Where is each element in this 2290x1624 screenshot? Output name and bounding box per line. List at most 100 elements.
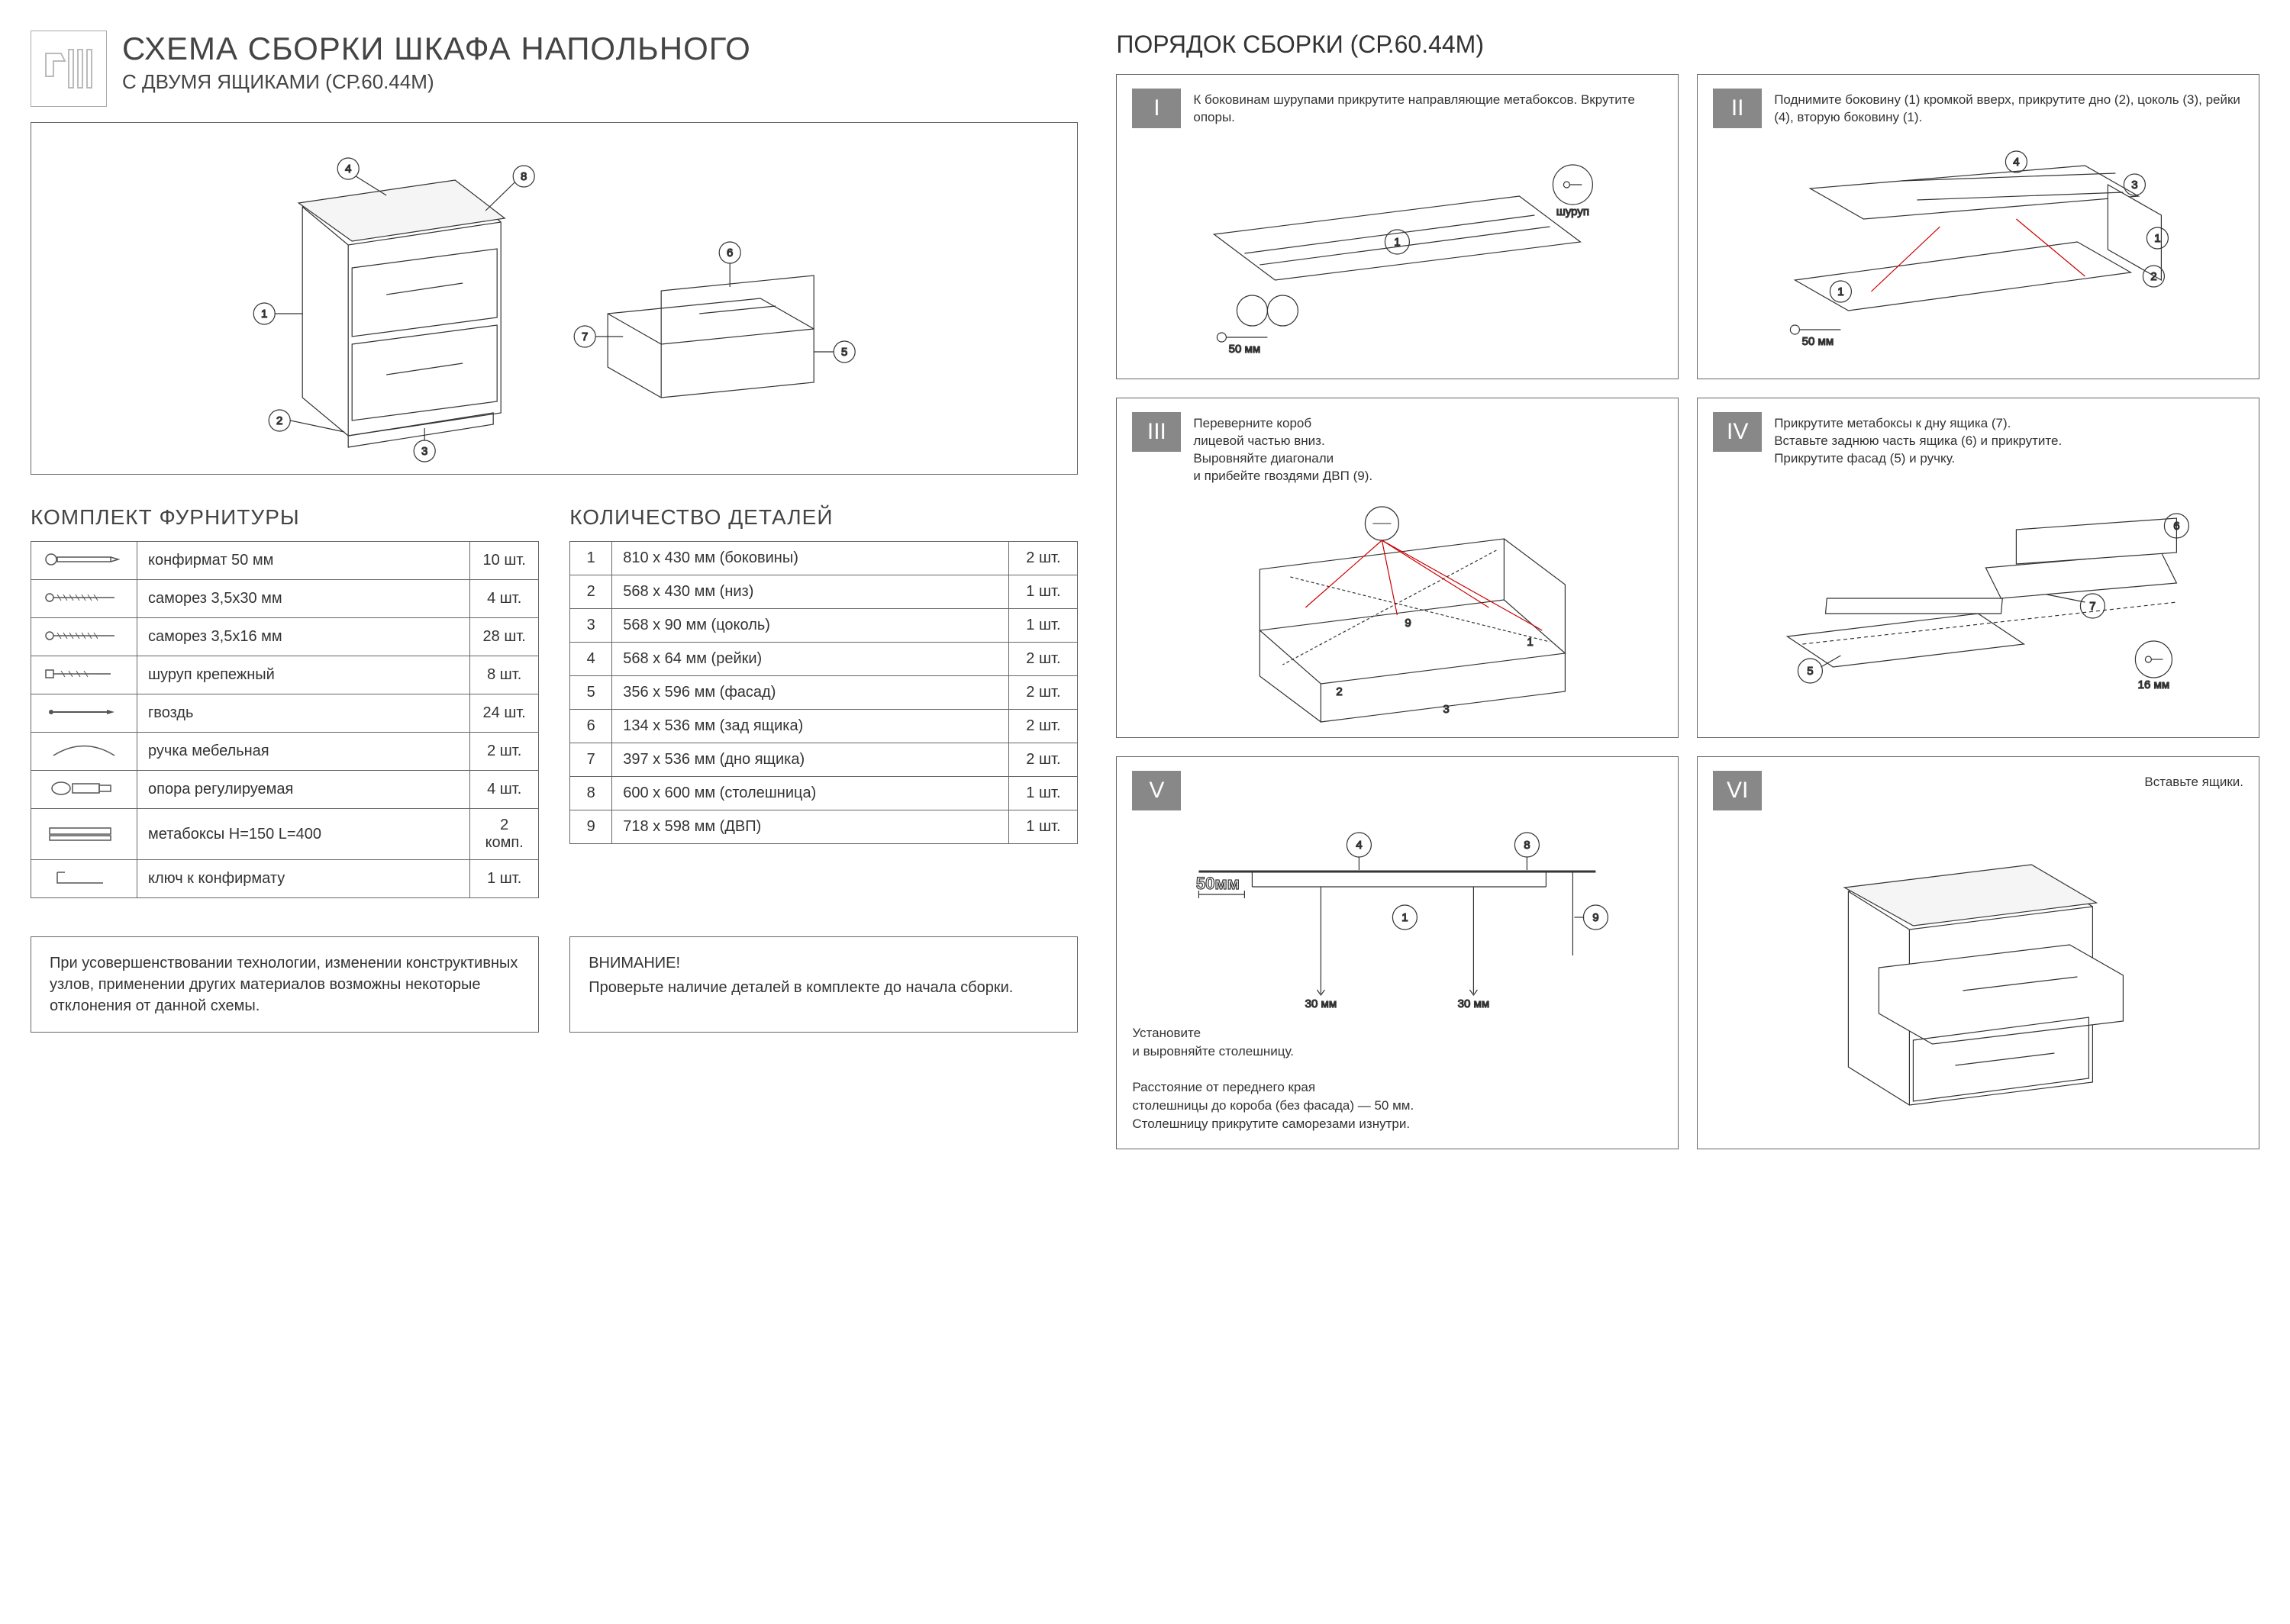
part-qty: 2 шт. xyxy=(1009,710,1078,743)
step-box: IIIПереверните короб лицевой частью вниз… xyxy=(1116,398,1679,738)
step-number: VI xyxy=(1713,771,1762,810)
svg-text:8: 8 xyxy=(1524,839,1530,852)
step-box: IIПоднимите боковину (1) кромкой вверх, … xyxy=(1697,74,2259,379)
hardware-row: ручка мебельная2 шт. xyxy=(31,733,539,771)
svg-text:5: 5 xyxy=(1807,665,1813,678)
step-text: Прикрутите метабоксы к дну ящика (7). Вс… xyxy=(1774,412,2062,468)
svg-text:5: 5 xyxy=(841,346,847,359)
hardware-icon xyxy=(31,694,137,733)
step-number: IV xyxy=(1713,412,1762,452)
hardware-row: гвоздь24 шт. xyxy=(31,694,539,733)
svg-text:6: 6 xyxy=(2173,520,2179,533)
part-qty: 2 шт. xyxy=(1009,676,1078,710)
svg-text:шуруп: шуруп xyxy=(1556,205,1589,218)
part-qty: 2 шт. xyxy=(1009,542,1078,575)
svg-text:30 мм: 30 мм xyxy=(1458,997,1489,1010)
hardware-name: саморез 3,5х16 мм xyxy=(137,618,470,656)
part-qty: 1 шт. xyxy=(1009,810,1078,844)
hardware-icon xyxy=(31,860,137,898)
hardware-name: опора регулируемая xyxy=(137,771,470,809)
part-num: 5 xyxy=(570,676,612,710)
hardware-icon xyxy=(31,618,137,656)
part-num: 4 xyxy=(570,643,612,676)
svg-text:50мм: 50мм xyxy=(1196,874,1240,893)
hardware-icon xyxy=(31,656,137,694)
part-num: 1 xyxy=(570,542,612,575)
hardware-name: шуруп крепежный xyxy=(137,656,470,694)
parts-row: 3568 х 90 мм (цоколь)1 шт. xyxy=(570,609,1078,643)
step-text: К боковинам шурупами прикрутите направля… xyxy=(1193,89,1663,127)
warning-text: Проверьте наличие деталей в комплекте до… xyxy=(589,977,1059,998)
part-desc: 718 х 598 мм (ДВП) xyxy=(612,810,1009,844)
header: СХЕМА СБОРКИ ШКАФА НАПОЛЬНОГО С ДВУМЯ ЯЩ… xyxy=(31,31,1078,107)
step-box: V 50мм 30 мм 30 мм 4 8 xyxy=(1116,756,1679,1149)
hardware-row: саморез 3,5х30 мм4 шт. xyxy=(31,580,539,618)
part-num: 8 xyxy=(570,777,612,810)
step-number: III xyxy=(1132,412,1181,452)
hardware-name: гвоздь xyxy=(137,694,470,733)
step-box: IV Прикрутите метабоксы к дну ящика (7). … xyxy=(1697,398,2259,738)
step-number: V xyxy=(1132,771,1181,810)
hardware-row: опора регулируемая4 шт. xyxy=(31,771,539,809)
hardware-row: саморез 3,5х16 мм28 шт. xyxy=(31,618,539,656)
svg-text:8: 8 xyxy=(521,170,527,183)
step-illustration: 1 2 1 3 4 50 мм xyxy=(1713,136,2243,363)
step-number: I xyxy=(1132,89,1181,128)
part-num: 6 xyxy=(570,710,612,743)
part-num: 9 xyxy=(570,810,612,844)
overview-diagram: 1 2 3 4 8 xyxy=(31,122,1078,475)
step-text: Вставьте ящики. xyxy=(1774,771,2243,791)
step-illustration xyxy=(1713,818,2243,1133)
part-desc: 568 х 430 мм (низ) xyxy=(612,575,1009,609)
part-desc: 568 х 90 мм (цоколь) xyxy=(612,609,1009,643)
page-title: СХЕМА СБОРКИ ШКАФА НАПОЛЬНОГО xyxy=(122,31,751,67)
part-desc: 810 х 430 мм (боковины) xyxy=(612,542,1009,575)
hardware-row: шуруп крепежный8 шт. xyxy=(31,656,539,694)
part-desc: 356 х 596 мм (фасад) xyxy=(612,676,1009,710)
warning-title: ВНИМАНИЕ! xyxy=(589,952,1059,974)
hardware-icon xyxy=(31,771,137,809)
step-box: I К боковинам шурупами прикрутите направл… xyxy=(1116,74,1679,379)
part-qty: 2 шт. xyxy=(1009,743,1078,777)
part-qty: 1 шт. xyxy=(1009,777,1078,810)
svg-text:6: 6 xyxy=(727,246,733,259)
svg-text:1: 1 xyxy=(2154,232,2160,245)
hardware-icon xyxy=(31,733,137,771)
part-desc: 600 х 600 мм (столешница) xyxy=(612,777,1009,810)
svg-text:4: 4 xyxy=(345,163,351,176)
parts-row: 5356 х 596 мм (фасад)2 шт. xyxy=(570,676,1078,710)
logo-icon xyxy=(31,31,107,107)
part-desc: 568 х 64 мм (рейки) xyxy=(612,643,1009,676)
parts-row: 2568 х 430 мм (низ)1 шт. xyxy=(570,575,1078,609)
hardware-name: конфирмат 50 мм xyxy=(137,542,470,580)
hardware-qty: 1 шт. xyxy=(470,860,539,898)
svg-text:4: 4 xyxy=(1356,839,1363,852)
part-qty: 2 шт. xyxy=(1009,643,1078,676)
hardware-qty: 28 шт. xyxy=(470,618,539,656)
step-footnote: Установите и выровняйте столешницу. Расс… xyxy=(1132,1024,1663,1133)
part-desc: 134 х 536 мм (зад ящика) xyxy=(612,710,1009,743)
parts-row: 9718 х 598 мм (ДВП)1 шт. xyxy=(570,810,1078,844)
hardware-name: ручка мебельная xyxy=(137,733,470,771)
hardware-icon xyxy=(31,809,137,860)
page-subtitle: С ДВУМЯ ЯЩИКАМИ (СР.60.44М) xyxy=(122,70,751,94)
svg-text:1: 1 xyxy=(1527,636,1534,649)
step-illustration: 1 шуруп 50 мм xyxy=(1132,136,1663,363)
part-num: 7 xyxy=(570,743,612,777)
svg-text:3: 3 xyxy=(1443,703,1450,716)
step-illustration: 5 6 7 16 мм xyxy=(1713,475,2243,722)
assembly-title: ПОРЯДОК СБОРКИ (СР.60.44М) xyxy=(1116,31,2259,59)
hardware-icon xyxy=(31,580,137,618)
hardware-name: саморез 3,5х30 мм xyxy=(137,580,470,618)
hardware-qty: 24 шт. xyxy=(470,694,539,733)
hardware-qty: 2 шт. xyxy=(470,733,539,771)
svg-text:2: 2 xyxy=(1337,685,1343,698)
hardware-qty: 8 шт. xyxy=(470,656,539,694)
step-box: VI Вставьте ящики. xyxy=(1697,756,2259,1149)
svg-text:1: 1 xyxy=(261,308,267,321)
parts-row: 6134 х 536 мм (зад ящика)2 шт. xyxy=(570,710,1078,743)
part-num: 2 xyxy=(570,575,612,609)
svg-text:3: 3 xyxy=(421,445,427,458)
svg-text:3: 3 xyxy=(2131,179,2137,192)
svg-text:1: 1 xyxy=(1402,911,1408,924)
